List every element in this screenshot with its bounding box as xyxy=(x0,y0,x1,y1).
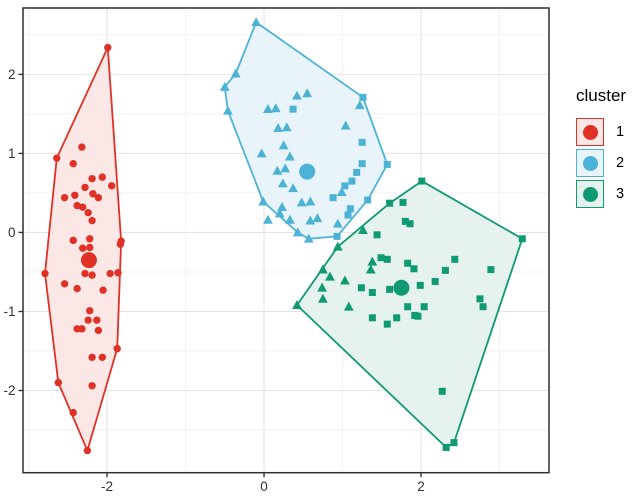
legend-key-3 xyxy=(576,180,604,208)
legend-swatch-circle-3 xyxy=(582,186,598,202)
legend-title: cluster xyxy=(576,86,627,105)
x-tick-label: 0 xyxy=(260,479,268,494)
y-tick-label: 2 xyxy=(8,67,16,82)
x-axis: -2 0 2 xyxy=(101,472,425,494)
y-tick-label: 0 xyxy=(8,225,16,240)
points-cluster-2 xyxy=(219,17,391,243)
panel-border xyxy=(22,7,550,474)
x-tick-label: -2 xyxy=(101,479,113,494)
hull-cluster-3 xyxy=(296,180,524,449)
y-tick-label: -1 xyxy=(3,304,15,319)
legend-item-1: 1 xyxy=(576,118,626,146)
legend-label-2: 2 xyxy=(616,155,625,171)
y-axis: -2 -1 0 1 2 xyxy=(3,67,23,398)
legend-items: 1 2 3 xyxy=(576,118,626,208)
legend-key-1 xyxy=(576,118,604,146)
legend-swatch-circle-1 xyxy=(582,124,598,140)
centroid-cluster-1 xyxy=(80,252,97,269)
legend-label-1: 1 xyxy=(616,124,625,140)
legend: cluster 1 2 3 xyxy=(576,86,626,211)
points-cluster-1 xyxy=(41,43,125,455)
centroid-cluster-3 xyxy=(393,279,410,296)
x-tick-label: 2 xyxy=(417,479,425,494)
y-tick-label: -2 xyxy=(3,383,15,398)
y-tick-label: 1 xyxy=(8,146,16,161)
legend-swatch-circle-2 xyxy=(582,155,598,171)
centroid-cluster-2 xyxy=(299,163,316,180)
legend-key-2 xyxy=(576,149,604,177)
legend-label-3: 3 xyxy=(616,186,625,202)
legend-item-3: 3 xyxy=(576,180,626,208)
points-cluster-3 xyxy=(292,177,526,451)
legend-item-2: 2 xyxy=(576,149,626,177)
